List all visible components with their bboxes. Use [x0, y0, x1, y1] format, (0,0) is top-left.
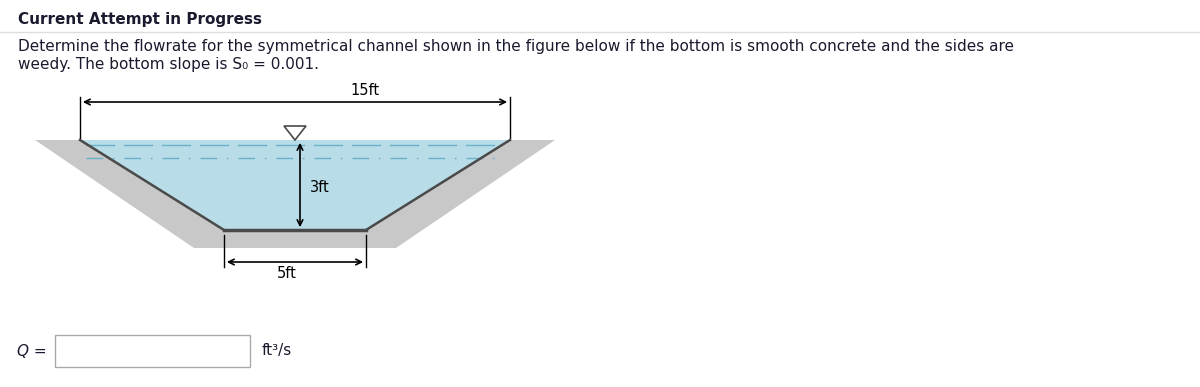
Text: ft³/s: ft³/s: [262, 344, 293, 358]
Text: 15ft: 15ft: [350, 83, 379, 98]
Text: Q =: Q =: [17, 344, 47, 358]
Polygon shape: [35, 140, 554, 248]
Text: Current Attempt in Progress: Current Attempt in Progress: [18, 12, 262, 27]
Text: 5ft: 5ft: [277, 266, 296, 281]
Polygon shape: [284, 126, 306, 140]
FancyBboxPatch shape: [55, 335, 250, 367]
Text: 3ft: 3ft: [310, 180, 330, 195]
Text: Determine the flowrate for the symmetrical channel shown in the figure below if : Determine the flowrate for the symmetric…: [18, 39, 1014, 54]
Polygon shape: [80, 140, 510, 230]
Text: weedy. The bottom slope is S₀ = 0.001.: weedy. The bottom slope is S₀ = 0.001.: [18, 57, 319, 72]
